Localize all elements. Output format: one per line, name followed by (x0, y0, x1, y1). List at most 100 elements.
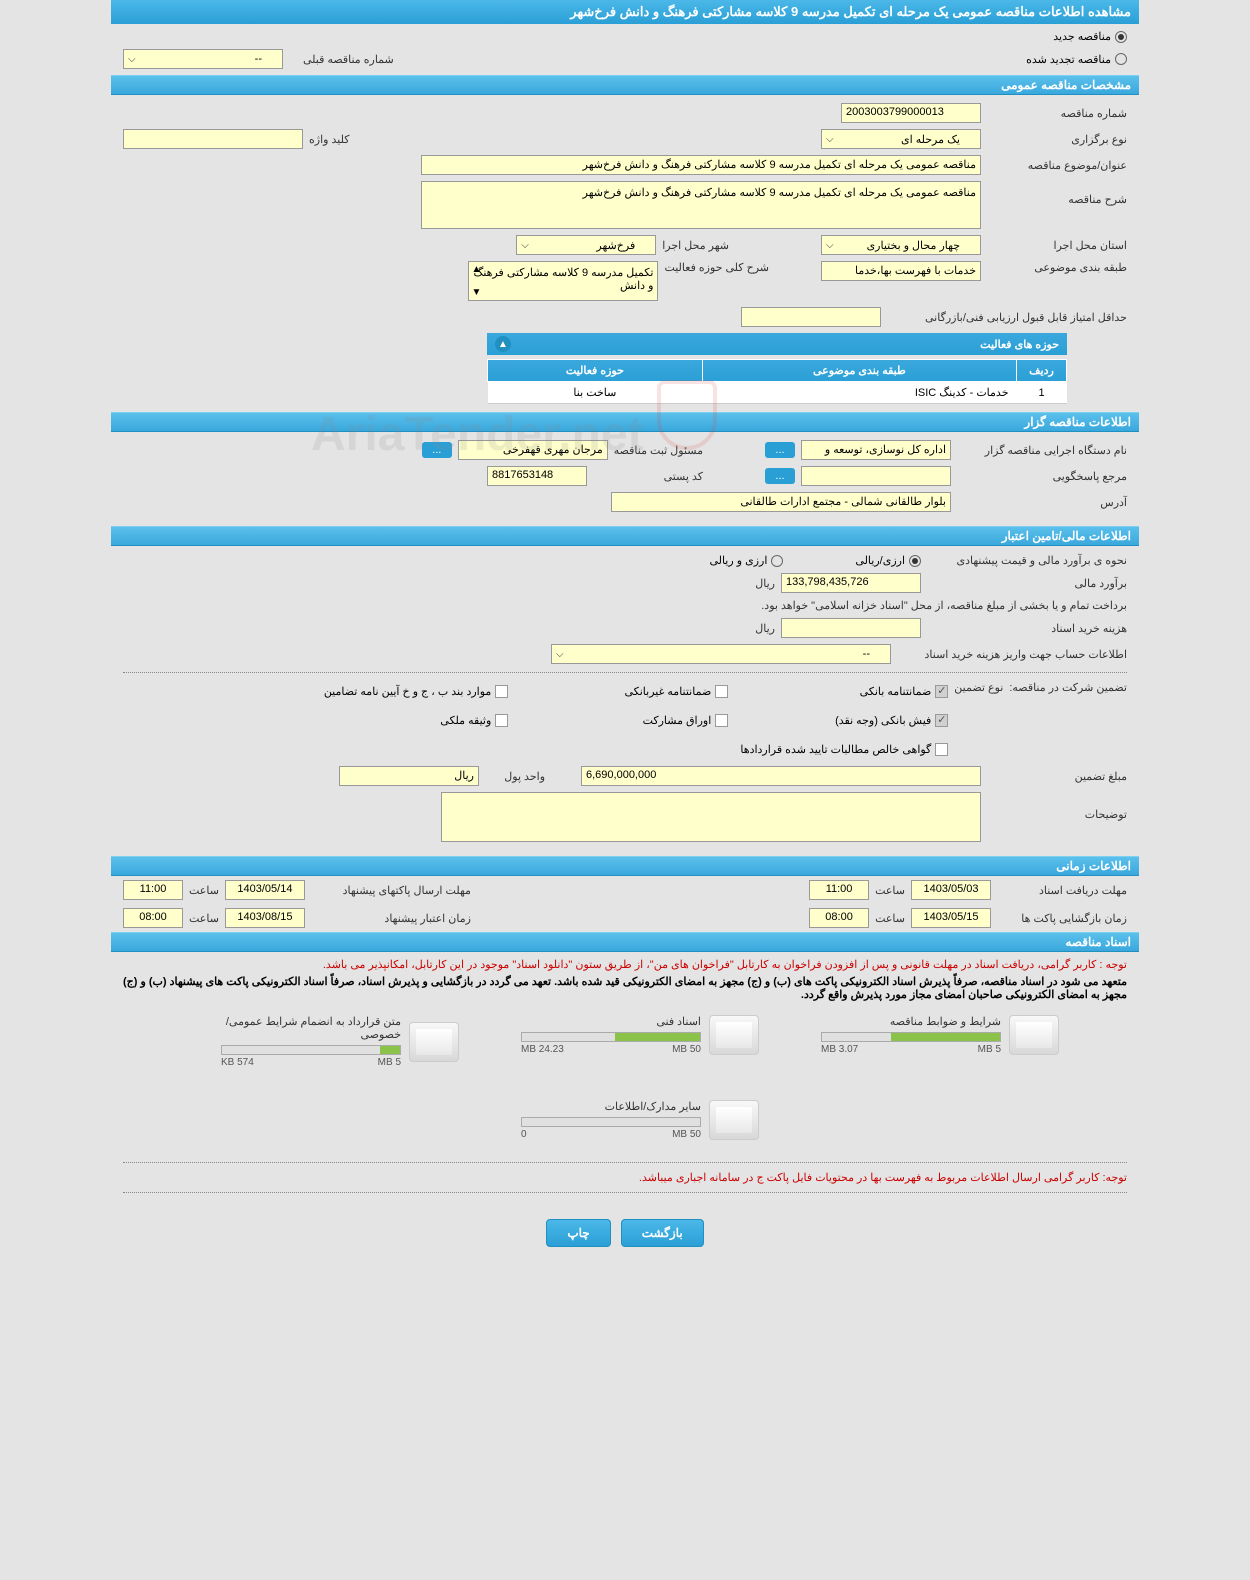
docs-note-1: توجه : کاربر گرامی، دریافت اسناد در مهلت… (123, 958, 1127, 971)
prev-tender-select[interactable]: -- (123, 49, 283, 69)
print-button[interactable]: چاپ (546, 1219, 610, 1247)
col-activity: حوزه فعالیت (488, 360, 703, 382)
responsible-more-btn[interactable]: ... (422, 442, 452, 458)
organizer-content: نام دستگاه اجرایی مناقصه گزار اداره کل ن… (111, 432, 1139, 526)
notes-field[interactable] (441, 792, 981, 842)
checkbox-icon (935, 714, 948, 727)
doc-cost-field[interactable] (781, 618, 921, 638)
open-time: 08:00 (809, 908, 869, 928)
min-score-field[interactable] (741, 307, 881, 327)
activity-table-title: حوزه های فعالیت ▲ (487, 333, 1067, 355)
radio-renewed-tender[interactable]: مناقصه تجدید شده (1026, 53, 1127, 66)
progress-fill (380, 1046, 400, 1054)
chk-bank-receipt[interactable]: فیش بانکی (وجه نقد) (768, 714, 948, 727)
file-name: متن قرارداد به انضمام شرایط عمومی/خصوصی (191, 1015, 401, 1041)
separator (123, 1162, 1127, 1163)
account-info-label: اطلاعات حساب جهت واریز هزینه خرید اسناد (897, 648, 1127, 661)
timing-row-1: مهلت دریافت اسناد 1403/05/03 ساعت 11:00 … (111, 876, 1139, 904)
file-item-conditions[interactable]: شرایط و ضوابط مناقصه 5 MB3.07 MB (785, 1009, 1065, 1061)
separator (123, 672, 1127, 673)
guarantee-amount-label: مبلغ تضمین (987, 770, 1127, 783)
chk-bank-guarantee[interactable]: ضمانتنامه بانکی (768, 685, 948, 698)
contact-field[interactable] (801, 466, 951, 486)
radio-currency-both[interactable]: ارزی و ریالی (709, 554, 783, 567)
radio-icon (1115, 53, 1127, 65)
progress-bar (221, 1045, 401, 1055)
responsible-label: مسئول ثبت مناقصه (614, 444, 703, 457)
chk-property[interactable]: وثیقه ملکی (288, 714, 508, 727)
city-label: شهر محل اجرا (662, 239, 729, 252)
scroll-up-icon[interactable]: ▲ (471, 264, 481, 275)
tender-type-radios: مناقصه جدید (111, 24, 1139, 49)
chk-bonds[interactable]: اوراق مشارکت (548, 714, 728, 727)
send-time: 11:00 (123, 880, 183, 900)
chk-nonbank-guarantee[interactable]: ضمانتنامه غیربانکی (548, 685, 728, 698)
file-item-technical[interactable]: اسناد فنی 50 MB24.23 MB (485, 1009, 765, 1061)
unit-field: ریال (339, 766, 479, 786)
folder-icon (1009, 1015, 1059, 1055)
type-select[interactable]: یک مرحله ای (821, 129, 981, 149)
progress-bar (521, 1117, 701, 1127)
postal-field: 8817653148 (487, 466, 587, 486)
section-timing: اطلاعات زمانی (111, 856, 1139, 876)
checkbox-icon (935, 685, 948, 698)
general-spec-content: شماره مناقصه 2003003799000013 نوع برگزار… (111, 95, 1139, 412)
timing-row-2: زمان بازگشایی پاکت ها 1403/05/15 ساعت 08… (111, 904, 1139, 932)
time-word: ساعت (875, 912, 905, 925)
desc-field: مناقصه عمومی یک مرحله ای تکمیل مدرسه 9 ک… (421, 181, 981, 229)
checkbox-icon (495, 714, 508, 727)
collapse-icon[interactable]: ▲ (495, 336, 511, 352)
file-item-contract[interactable]: متن قرارداد به انضمام شرایط عمومی/خصوصی … (185, 1009, 465, 1074)
address-field: بلوار طالقانی شمالی - مجتمع ادارات طالقا… (611, 492, 951, 512)
keyword-field[interactable] (123, 129, 303, 149)
contact-label: مرجع پاسخگویی (957, 470, 1127, 483)
exec-label: نام دستگاه اجرایی مناقصه گزار (957, 444, 1127, 457)
validity-label: زمان اعتبار پیشنهاد (311, 912, 471, 925)
page-title: مشاهده اطلاعات مناقصه عمومی یک مرحله ای … (570, 4, 1131, 19)
account-info-select[interactable]: -- (551, 644, 891, 664)
radio-currency-rial[interactable]: ارزی/ریالی (855, 554, 921, 567)
section-organizer: اطلاعات مناقصه گزار (111, 412, 1139, 432)
time-word: ساعت (189, 884, 219, 897)
folder-icon (709, 1100, 759, 1140)
contact-more-btn[interactable]: ... (765, 468, 795, 484)
city-select[interactable]: فرخ‌شهر (516, 235, 656, 255)
guarantee-checkboxes: ضمانتنامه بانکی ضمانتنامه غیربانکی موارد… (123, 681, 948, 760)
province-label: استان محل اجرا (987, 239, 1127, 252)
section-docs: اسناد مناقصه (111, 932, 1139, 952)
receive-time: 11:00 (809, 880, 869, 900)
progress-bar (521, 1032, 701, 1042)
address-label: آدرس (957, 496, 1127, 509)
doc-cost-label: هزینه خرید اسناد (927, 622, 1127, 635)
time-word: ساعت (875, 884, 905, 897)
radio-label: مناقصه تجدید شده (1026, 53, 1111, 66)
estimate-field: 133,798,435,726 (781, 573, 921, 593)
exec-more-btn[interactable]: ... (765, 442, 795, 458)
currency-label: ریال (755, 577, 775, 590)
radio-icon (909, 555, 921, 567)
estimate-label: برآورد مالی (927, 577, 1127, 590)
chk-regulation[interactable]: موارد بند ب ، ج و خ آیین نامه تضامین (288, 685, 508, 698)
tender-no-field: 2003003799000013 (841, 103, 981, 123)
send-date: 1403/05/14 (225, 880, 305, 900)
financial-content: نحوه ی برآورد مالی و قیمت پیشنهادی ارزی/… (111, 546, 1139, 856)
method-label: نحوه ی برآورد مالی و قیمت پیشنهادی (927, 554, 1127, 567)
activity-table-wrap: حوزه های فعالیت ▲ ردیف طبقه بندی موضوعی … (487, 333, 1067, 404)
page-title-bar: مشاهده اطلاعات مناقصه عمومی یک مرحله ای … (111, 0, 1139, 24)
open-label: زمان بازگشایی پاکت ها (997, 912, 1127, 925)
type-label: نوع برگزاری (987, 133, 1127, 146)
checkbox-icon (715, 714, 728, 727)
treasury-note: برداخت تمام و یا بخشی از مبلغ مناقصه، از… (761, 599, 1127, 612)
chk-receivables[interactable]: گواهی خالص مطالبات تایید شده قراردادها (648, 743, 948, 756)
province-select[interactable]: چهار محال و بختیاری (821, 235, 981, 255)
progress-fill (891, 1033, 1000, 1041)
radio-new-tender[interactable]: مناقصه جدید (1053, 30, 1127, 43)
bottom-buttons: بازگشت چاپ (111, 1207, 1139, 1259)
category-label: طبقه بندی موضوعی (987, 261, 1127, 274)
back-button[interactable]: بازگشت (621, 1219, 704, 1247)
scroll-down-icon[interactable]: ▼ (471, 287, 481, 298)
section-financial: اطلاعات مالی/تامین اعتبار (111, 526, 1139, 546)
file-item-other[interactable]: سایر مدارک/اطلاعات 50 MB0 (485, 1094, 765, 1146)
docs-bottom-note: توجه: کاربر گرامی ارسال اطلاعات مربوط به… (123, 1171, 1127, 1184)
validity-time: 08:00 (123, 908, 183, 928)
